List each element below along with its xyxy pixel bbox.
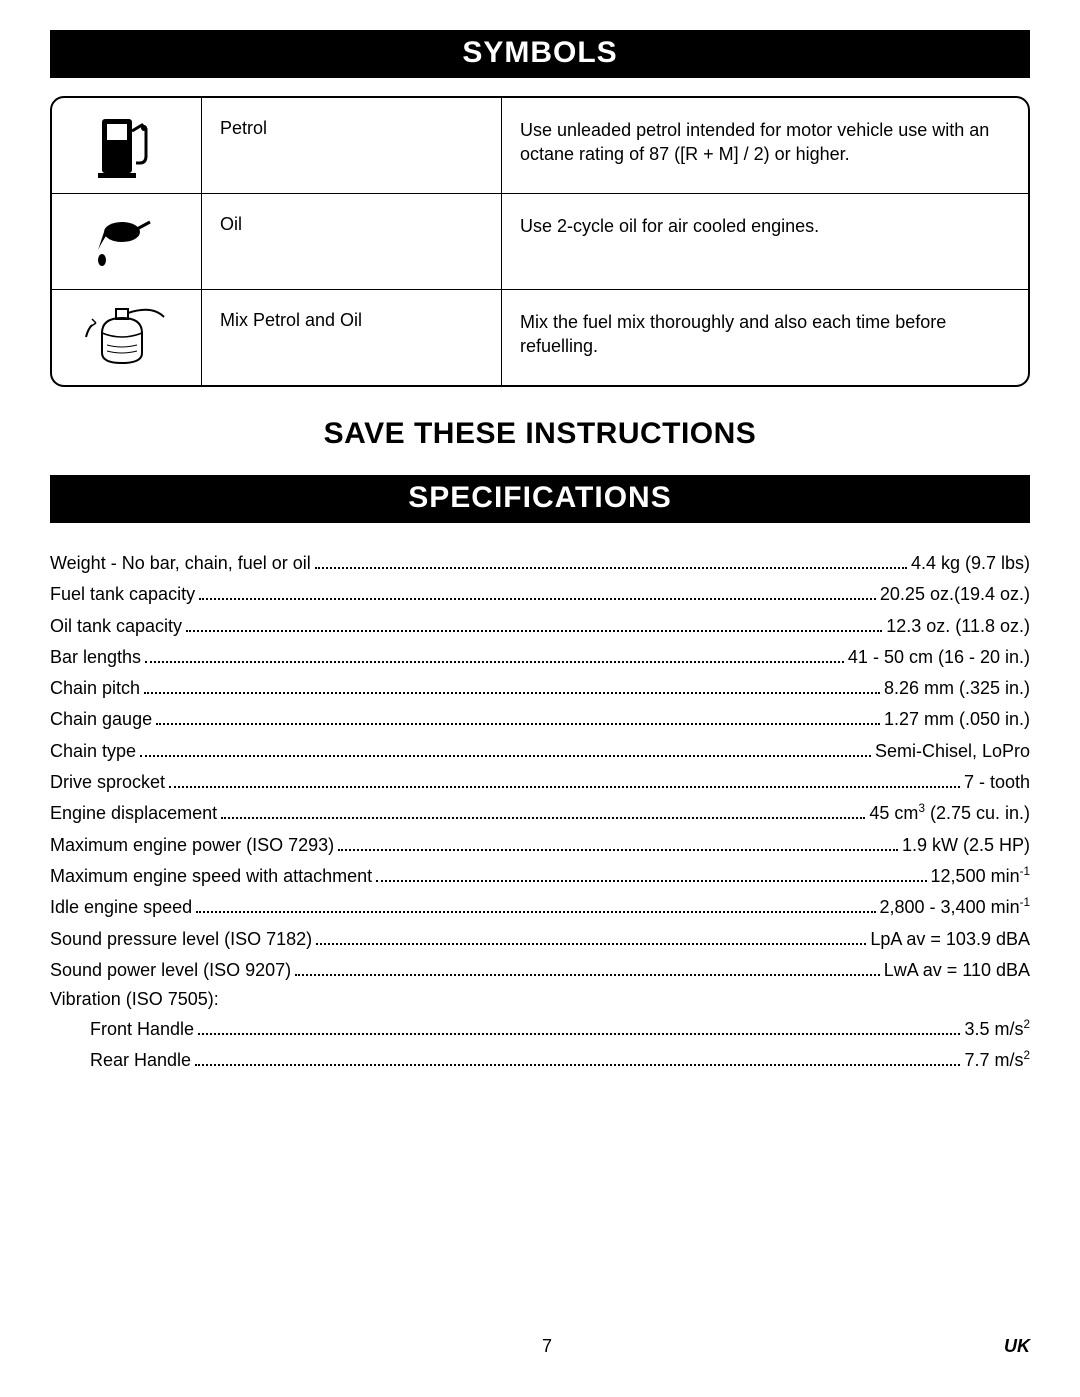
symbol-label: Mix Petrol and Oil <box>202 290 502 385</box>
symbol-label: Petrol <box>202 98 502 193</box>
symbol-description: Use 2-cycle oil for air cooled engines. <box>502 194 1028 289</box>
leader-dots <box>316 932 866 945</box>
spec-label: Oil tank capacity <box>50 614 182 638</box>
leader-dots <box>198 1023 960 1036</box>
symbols-table: Petrol Use unleaded petrol intended for … <box>50 96 1030 387</box>
spec-value: 4.4 kg (9.7 lbs) <box>911 551 1030 575</box>
leader-dots <box>196 901 875 914</box>
symbol-label: Oil <box>202 194 502 289</box>
spec-label: Chain gauge <box>50 707 152 731</box>
leader-dots <box>144 682 880 695</box>
spec-label: Idle engine speed <box>50 895 192 919</box>
spec-row: Drive sprocket 7 - tooth <box>50 770 1030 794</box>
spec-row: Oil tank capacity 12.3 oz. (11.8 oz.) <box>50 614 1030 638</box>
spec-row: Engine displacement 45 cm3 (2.75 cu. in.… <box>50 801 1030 825</box>
leader-dots <box>195 1054 960 1067</box>
spec-row: Maximum engine speed with attachment 12,… <box>50 864 1030 888</box>
spec-label: Engine displacement <box>50 801 217 825</box>
spec-value: 8.26 mm (.325 in.) <box>884 676 1030 700</box>
spec-value: 45 cm3 (2.75 cu. in.) <box>869 801 1030 825</box>
oil-can-icon <box>52 194 202 289</box>
spec-label: Maximum engine speed with attachment <box>50 864 372 888</box>
table-row: Oil Use 2-cycle oil for air cooled engin… <box>52 193 1028 289</box>
leader-dots <box>199 588 876 601</box>
spec-label: Front Handle <box>50 1017 194 1041</box>
leader-dots <box>338 838 898 851</box>
leader-dots <box>376 869 926 882</box>
vibration-header: Vibration (ISO 7505): <box>50 989 1030 1010</box>
spec-label: Fuel tank capacity <box>50 582 195 606</box>
symbol-description: Mix the fuel mix thoroughly and also eac… <box>502 290 1028 385</box>
specifications-list: Weight - No bar, chain, fuel or oil 4.4 … <box>50 551 1030 1073</box>
spec-value: 20.25 oz.(19.4 oz.) <box>880 582 1030 606</box>
spec-label: Chain type <box>50 739 136 763</box>
spec-label: Chain pitch <box>50 676 140 700</box>
spec-value: LwA av = 110 dBA <box>884 958 1030 982</box>
spec-label: Rear Handle <box>50 1048 191 1072</box>
spec-label: Weight - No bar, chain, fuel or oil <box>50 551 311 575</box>
spec-row: Sound pressure level (ISO 7182) LpA av =… <box>50 927 1030 951</box>
spec-value: 7 - tooth <box>964 770 1030 794</box>
spec-value: LpA av = 103.9 dBA <box>870 927 1030 951</box>
page-footer: 7 UK <box>50 1336 1030 1357</box>
region-code: UK <box>1004 1336 1030 1357</box>
spec-label: Drive sprocket <box>50 770 165 794</box>
leader-dots <box>315 556 907 569</box>
spec-row: Sound power level (ISO 9207) LwA av = 11… <box>50 958 1030 982</box>
spec-row: Chain gauge 1.27 mm (.050 in.) <box>50 707 1030 731</box>
spec-value: 2,800 - 3,400 min-1 <box>880 895 1031 919</box>
spec-value: Semi-Chisel, LoPro <box>875 739 1030 763</box>
spec-label: Maximum engine power (ISO 7293) <box>50 833 334 857</box>
footer-spacer <box>50 1336 90 1357</box>
spec-row: Fuel tank capacity 20.25 oz.(19.4 oz.) <box>50 582 1030 606</box>
spec-value: 1.27 mm (.050 in.) <box>884 707 1030 731</box>
spec-row: Maximum engine power (ISO 7293) 1.9 kW (… <box>50 833 1030 857</box>
spec-row: Bar lengths 41 - 50 cm (16 - 20 in.) <box>50 645 1030 669</box>
leader-dots <box>140 744 871 757</box>
symbol-description: Use unleaded petrol intended for motor v… <box>502 98 1028 193</box>
symbols-heading: SYMBOLS <box>50 30 1030 78</box>
save-instructions-heading: SAVE THESE INSTRUCTIONS <box>50 417 1030 451</box>
spec-label: Sound pressure level (ISO 7182) <box>50 927 312 951</box>
spec-value: 41 - 50 cm (16 - 20 in.) <box>848 645 1030 669</box>
petrol-pump-icon <box>52 98 202 193</box>
leader-dots <box>295 963 880 976</box>
spec-row: Front Handle 3.5 m/s2 <box>50 1017 1030 1041</box>
spec-value: 12,500 min-1 <box>931 864 1030 888</box>
spec-row: Chain pitch 8.26 mm (.325 in.) <box>50 676 1030 700</box>
leader-dots <box>186 619 882 632</box>
spec-row: Chain type Semi-Chisel, LoPro <box>50 739 1030 763</box>
spec-label: Bar lengths <box>50 645 141 669</box>
spec-row: Idle engine speed 2,800 - 3,400 min-1 <box>50 895 1030 919</box>
page-number: 7 <box>90 1336 1004 1357</box>
table-row: Petrol Use unleaded petrol intended for … <box>52 98 1028 193</box>
leader-dots <box>156 713 880 726</box>
specifications-heading: SPECIFICATIONS <box>50 475 1030 523</box>
leader-dots <box>221 807 865 820</box>
spec-row: Rear Handle 7.7 m/s2 <box>50 1048 1030 1072</box>
mix-container-icon <box>52 290 202 385</box>
spec-value: 12.3 oz. (11.8 oz.) <box>886 614 1030 638</box>
leader-dots <box>145 650 844 663</box>
spec-row: Weight - No bar, chain, fuel or oil 4.4 … <box>50 551 1030 575</box>
spec-value: 1.9 kW (2.5 HP) <box>902 833 1030 857</box>
manual-page: SYMBOLS Petrol Use unleaded petrol inten… <box>0 0 1080 1397</box>
spec-value: 3.5 m/s2 <box>964 1017 1030 1041</box>
spec-value: 7.7 m/s2 <box>964 1048 1030 1072</box>
spec-label: Sound power level (ISO 9207) <box>50 958 291 982</box>
table-row: Mix Petrol and Oil Mix the fuel mix thor… <box>52 289 1028 385</box>
leader-dots <box>169 775 960 788</box>
